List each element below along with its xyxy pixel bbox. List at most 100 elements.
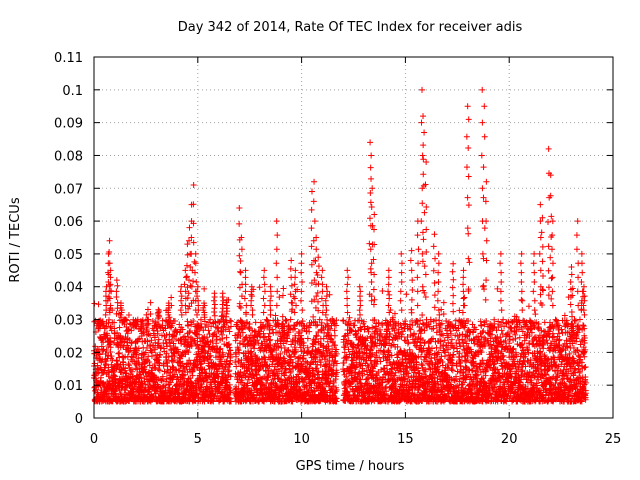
data-point [256, 284, 263, 291]
data-point [159, 376, 166, 383]
data-point [147, 311, 154, 318]
data-point [113, 357, 120, 364]
data-point [465, 317, 472, 324]
data-point [92, 343, 99, 350]
data-point [463, 358, 470, 365]
data-point [169, 331, 176, 338]
data-point [135, 345, 142, 352]
data-point [147, 299, 154, 306]
data-point [170, 340, 177, 347]
data-point [142, 349, 149, 356]
data-point [226, 367, 233, 374]
data-point [176, 329, 183, 336]
data-point [178, 352, 185, 359]
data-point [98, 359, 105, 366]
data-point [163, 350, 170, 357]
data-point [148, 367, 155, 374]
chart-title: Day 342 of 2014, Rate Of TEC Index for r… [178, 20, 523, 35]
data-point [159, 317, 166, 324]
data-point [403, 291, 410, 298]
data-point [148, 349, 155, 356]
data-point [100, 346, 107, 353]
data-point [478, 322, 485, 329]
data-points [90, 86, 589, 405]
data-point [148, 337, 155, 344]
data-point [481, 334, 488, 341]
data-point [166, 331, 173, 338]
data-point [331, 332, 338, 339]
data-point [140, 329, 147, 336]
data-point [171, 352, 178, 359]
data-point [125, 360, 132, 367]
data-point [252, 319, 259, 326]
data-point [146, 358, 153, 365]
data-point [280, 285, 287, 292]
data-point [187, 328, 194, 335]
data-point [95, 301, 102, 308]
data-point [128, 327, 135, 334]
data-point [129, 366, 136, 373]
data-point [179, 349, 186, 356]
data-point [181, 371, 188, 378]
data-point [170, 356, 177, 363]
data-point [440, 299, 447, 306]
data-point [232, 359, 239, 366]
data-point [166, 384, 173, 391]
data-point [171, 332, 178, 339]
data-point [162, 325, 169, 332]
data-point [185, 349, 192, 356]
data-point [107, 323, 114, 330]
data-point [163, 378, 170, 385]
data-point [162, 336, 169, 343]
data-point [143, 345, 150, 352]
data-point [115, 350, 122, 357]
data-point [103, 332, 110, 339]
data-point [105, 342, 112, 349]
data-point [151, 361, 158, 368]
data-point [227, 357, 234, 364]
data-point [448, 366, 455, 373]
data-point [126, 375, 133, 382]
data-point [185, 333, 192, 340]
data-point [172, 336, 179, 343]
data-point [107, 344, 114, 351]
data-point [116, 324, 123, 331]
data-point [346, 314, 353, 321]
data-point [114, 357, 121, 364]
data-point [157, 351, 164, 358]
data-point [379, 287, 386, 294]
data-point [125, 327, 132, 334]
data-point [437, 321, 444, 328]
data-point [186, 357, 193, 364]
data-point [287, 316, 294, 323]
data-point [100, 379, 107, 386]
data-point [227, 323, 234, 330]
data-point [169, 358, 176, 365]
data-point [166, 336, 173, 343]
data-point [144, 338, 151, 345]
data-point [158, 344, 165, 351]
data-point [205, 327, 212, 334]
data-point [97, 374, 104, 381]
data-point [188, 321, 195, 328]
data-point [156, 360, 163, 367]
data-point [175, 387, 182, 394]
data-point [184, 347, 191, 354]
data-point [144, 321, 151, 328]
data-point [152, 365, 159, 372]
data-point [103, 391, 110, 398]
data-point [132, 365, 139, 372]
data-point [461, 294, 468, 301]
data-point [158, 377, 165, 384]
data-point [369, 324, 376, 331]
data-point [111, 325, 118, 332]
data-point [284, 347, 291, 354]
data-point [436, 317, 443, 324]
data-point [120, 354, 127, 361]
data-point [189, 382, 196, 389]
data-point [171, 317, 178, 324]
data-point [482, 367, 489, 374]
data-point [143, 311, 150, 318]
data-point [190, 318, 197, 325]
